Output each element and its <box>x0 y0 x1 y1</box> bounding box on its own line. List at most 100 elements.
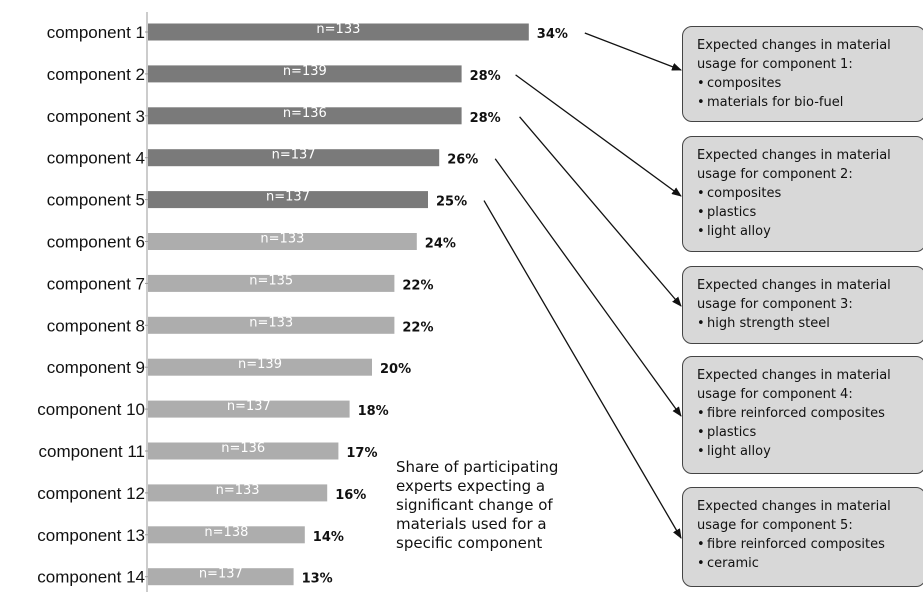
value-label: 14% <box>313 530 344 545</box>
category-label: component 4 <box>47 149 145 168</box>
bar <box>148 316 395 334</box>
sample-size-label: n=133 <box>316 22 360 37</box>
callout-item-label: ceramic <box>707 556 759 571</box>
bullet-icon: • <box>697 406 705 421</box>
callout-item: • composites <box>697 184 917 203</box>
callout-item-label: plastics <box>707 425 757 440</box>
callout-item: • plastics <box>697 203 917 222</box>
category-label: component 2 <box>47 65 145 84</box>
callout-item-label: composites <box>707 186 782 201</box>
callout-item: • composites <box>697 74 917 93</box>
bar <box>148 233 417 250</box>
callout-item: • fibre reinforced composites <box>697 535 917 554</box>
callout-item: • materials for bio-fuel <box>697 93 917 112</box>
callout-arrow <box>515 74 682 197</box>
category-label: component 3 <box>47 107 145 126</box>
category-label: component 5 <box>47 191 145 210</box>
callout-list: • composites • materials for bio-fuel <box>697 74 917 112</box>
bar <box>148 274 395 292</box>
category-label: component 8 <box>47 316 145 335</box>
bullet-icon: • <box>697 205 705 220</box>
arrows-layer <box>483 32 682 539</box>
sample-size-label: n=137 <box>266 190 310 205</box>
note-line: specific component <box>396 534 543 552</box>
bullet-icon: • <box>697 224 705 239</box>
callout-title: Expected changes in material usage for c… <box>697 38 891 72</box>
sample-size-label: n=133 <box>260 232 304 247</box>
callout-item: • fibre reinforced composites <box>697 404 917 423</box>
callout-list: • composites • plastics • light alloy <box>697 184 917 241</box>
bullet-icon: • <box>697 425 705 440</box>
bar <box>148 442 339 460</box>
callout-list: • fibre reinforced composites • ceramic <box>697 535 917 573</box>
bar <box>148 23 529 41</box>
value-label: 13% <box>302 572 333 587</box>
callout-title: Expected changes in material usage for c… <box>697 148 891 182</box>
bullet-icon: • <box>697 556 705 571</box>
callout-box-component-1: Expected changes in material usage for c… <box>682 26 923 122</box>
value-label: 34% <box>537 27 568 42</box>
callout-item-label: composites <box>707 76 782 91</box>
bar <box>148 149 440 167</box>
callout-title: Expected changes in material usage for c… <box>697 368 891 402</box>
bar <box>148 107 462 125</box>
sample-size-label: n=139 <box>238 357 282 372</box>
note-line: experts expecting a <box>396 477 546 495</box>
callout-list: • high strength steel <box>697 314 917 333</box>
callout-box-component-5: Expected changes in material usage for c… <box>682 487 923 587</box>
callout-box-component-3: Expected changes in material usage for c… <box>682 266 923 344</box>
category-label: component 13 <box>37 526 145 545</box>
callout-item: • high strength steel <box>697 314 917 333</box>
callout-title: Expected changes in material usage for c… <box>697 278 891 312</box>
callout-list: • fibre reinforced composites • plastics •… <box>697 404 917 461</box>
bars-layer: component 1 n=133 34% component 2 n=139 28% co… <box>37 22 568 587</box>
callout-box-component-2: Expected changes in material usage for c… <box>682 136 923 252</box>
bullet-icon: • <box>697 316 705 331</box>
category-label: component 10 <box>37 400 145 419</box>
category-label: component 11 <box>39 442 145 461</box>
value-label: 25% <box>436 195 467 210</box>
sample-size-label: n=136 <box>221 441 265 456</box>
category-label: component 9 <box>47 358 145 377</box>
callout-item-label: materials for bio-fuel <box>707 95 844 110</box>
callout-item-label: light alloy <box>707 224 771 239</box>
bar <box>148 400 350 418</box>
callout-item-label: fibre reinforced composites <box>707 406 885 421</box>
bar <box>148 191 428 209</box>
category-label: component 14 <box>37 568 145 587</box>
sample-size-label: n=137 <box>227 399 271 414</box>
sample-size-label: n=133 <box>216 483 260 498</box>
category-label: component 7 <box>47 274 145 293</box>
value-label: 18% <box>358 404 389 419</box>
note-line: materials used for a <box>396 515 547 533</box>
value-label: 20% <box>380 362 411 377</box>
bullet-icon: • <box>697 95 705 110</box>
note-line: significant change of <box>396 496 553 514</box>
sample-size-label: n=136 <box>283 106 327 121</box>
callout-arrow <box>584 32 682 71</box>
callout-arrow <box>483 200 682 539</box>
bar <box>148 65 462 83</box>
category-label: component 12 <box>37 484 145 503</box>
callout-item-label: fibre reinforced composites <box>707 537 885 552</box>
bullet-icon: • <box>697 186 705 201</box>
sample-size-label: n=135 <box>249 273 293 288</box>
callout-item-label: plastics <box>707 205 757 220</box>
bar <box>148 568 294 586</box>
sample-size-label: n=139 <box>283 64 327 79</box>
callout-arrow <box>519 116 682 307</box>
chart-note: Share of participating experts expecting… <box>396 458 596 553</box>
sample-size-label: n=137 <box>272 148 316 163</box>
callout-item: • plastics <box>697 423 917 442</box>
callout-title: Expected changes in material usage for c… <box>697 499 891 533</box>
category-label: component 1 <box>47 23 145 42</box>
value-label: 22% <box>402 320 433 335</box>
callout-arrow <box>494 158 682 417</box>
callout-item: • light alloy <box>697 222 917 241</box>
callout-item: • ceramic <box>697 554 917 573</box>
value-label: 16% <box>335 488 366 503</box>
callout-item-label: light alloy <box>707 444 771 459</box>
callout-box-component-4: Expected changes in material usage for c… <box>682 356 923 474</box>
bar <box>148 484 328 502</box>
